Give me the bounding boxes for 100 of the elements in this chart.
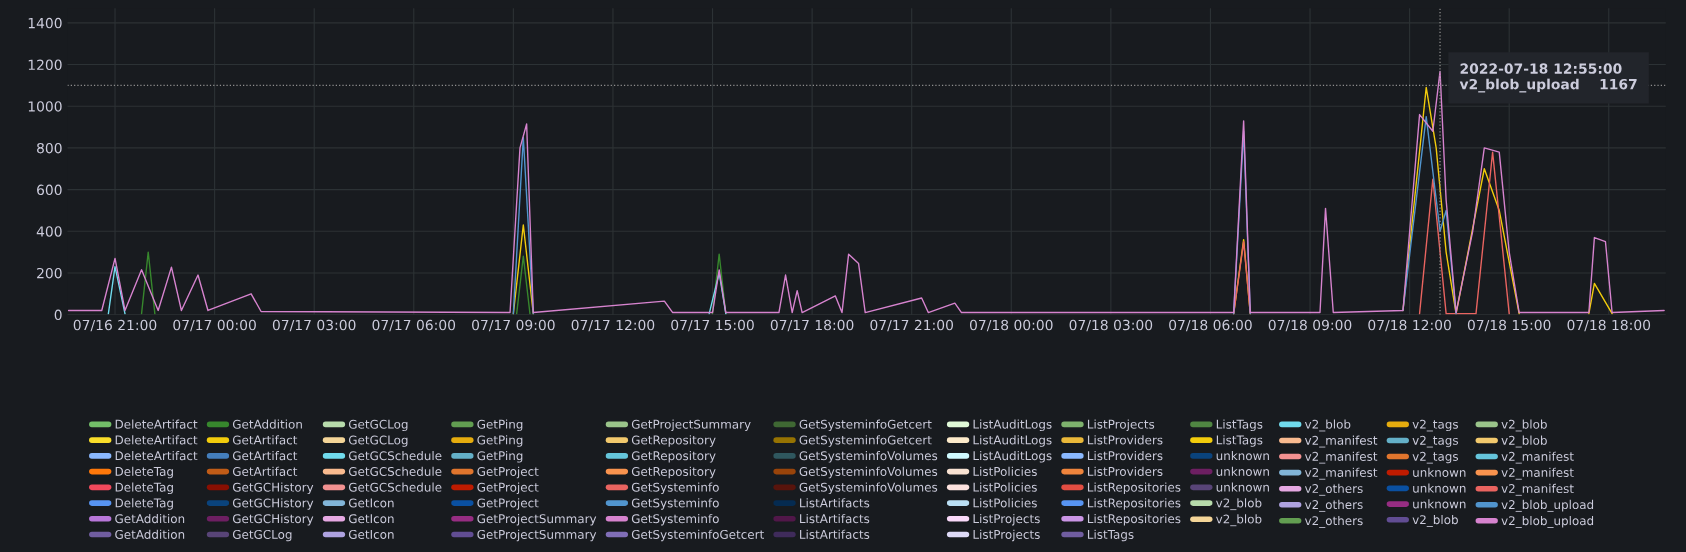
legend-label: GetArtifact	[232, 466, 298, 476]
legend-label: v2_others	[1304, 515, 1363, 528]
legend-label: GetAddition	[115, 529, 185, 539]
legend-label: GetProjectSummary	[477, 513, 597, 526]
legend-label: v2_tags	[1412, 451, 1459, 464]
x-tick-label: 07/17 00:00	[173, 319, 256, 332]
legend-label: GetAddition	[115, 513, 185, 524]
legend-label: GetProjectSummary	[477, 529, 597, 542]
legend-label: GetRepository	[631, 466, 716, 479]
legend-label: GetArtifact	[232, 450, 298, 461]
legend-label: v2_blob_upload	[1501, 499, 1594, 512]
y-tick-label: 800	[37, 142, 62, 154]
x-tick-label: 07/18 12:00	[1368, 319, 1451, 332]
legend-label: GetIcon	[348, 498, 394, 508]
y-tick-label: 1400	[28, 17, 62, 29]
legend-label: unknown	[1216, 466, 1269, 476]
legend-label: v2_others	[1304, 499, 1363, 512]
legend-label: DeleteTag	[115, 498, 173, 510]
y-tick-label: 200	[37, 267, 62, 279]
legend-label: GetAddition	[232, 419, 302, 429]
legend-label: v2_manifest	[1304, 451, 1378, 464]
legend-label: ListProviders	[1087, 466, 1163, 476]
legend-label: GetSysteminfoVolumes	[799, 466, 938, 479]
legend-label: GetProject	[477, 498, 539, 510]
legend-label: ListRepositories	[1087, 513, 1181, 526]
legend-label: GetSysteminfo	[631, 482, 719, 495]
legend-label: v2_manifest	[1501, 467, 1574, 480]
legend-label: unknown	[1413, 467, 1466, 477]
x-tick-label: 07/18 09:00	[1268, 319, 1352, 332]
legend-label: v2_blob	[1412, 514, 1458, 527]
legend-label: GetProject	[477, 482, 539, 495]
legend-label: v2_tags	[1412, 435, 1459, 448]
legend-label: unknown	[1216, 482, 1269, 492]
legend-label: unknown	[1216, 450, 1269, 461]
legend-label: ListArtifacts	[800, 498, 870, 508]
legend-label: GetSysteminfo	[631, 513, 719, 526]
legend-label: v2_blob	[1501, 435, 1547, 448]
legend-label: v2_blob_upload	[1501, 515, 1594, 528]
y-tick-label: 600	[37, 184, 62, 196]
legend-label: GetGCHistory	[232, 482, 314, 495]
x-tick-label: 07/17 15:00	[671, 319, 754, 332]
y-tick-label: 1200	[28, 59, 62, 71]
legend-label: GetSysteminfoGetcert	[799, 435, 932, 447]
legend-label: v2_manifest	[1304, 435, 1378, 448]
legend-label: ListPolicies	[973, 498, 1037, 508]
x-tick-label: 07/18 00:00	[969, 319, 1053, 332]
legend-label: GetProject	[477, 466, 539, 479]
legend-label: v2_blob	[1216, 498, 1262, 511]
legend-label: GetGCLog	[232, 529, 292, 542]
y-tick-label: 400	[36, 226, 62, 237]
x-tick-label: 07/18 15:00	[1467, 319, 1551, 332]
legend-label: GetGCHistory	[232, 513, 314, 526]
legend-label: ListArtifacts	[800, 529, 870, 539]
legend-label: ListAuditLogs	[973, 419, 1052, 432]
legend-label: ListTags	[1087, 529, 1134, 542]
y-tick-label: 1000	[28, 101, 62, 112]
legend-label: unknown	[1413, 483, 1466, 493]
x-tick-label: 07/17 03:00	[272, 319, 356, 332]
x-tick-label: 07/18 18:00	[1567, 319, 1651, 332]
x-tick-label: 07/18 03:00	[1069, 319, 1153, 332]
legend-label: GetSysteminfoVolumes	[799, 482, 938, 495]
legend-label: GetGCHistory	[232, 498, 314, 510]
legend-label: v2_manifest	[1304, 467, 1378, 480]
legend-label: GetArtifact	[232, 435, 298, 445]
legend-label: ListProviders	[1087, 450, 1163, 461]
legend-label: ListRepositories	[1087, 482, 1181, 495]
legend-label: ListProjects	[973, 513, 1040, 526]
x-tick-label: 07/17 12:00	[571, 319, 655, 332]
legend-label: ListPolicies	[973, 466, 1037, 476]
legend-label: GetPing	[477, 419, 523, 432]
legend-label: GetGCLog	[348, 419, 408, 432]
legend-label: DeleteArtifact	[115, 435, 198, 445]
legend-label: DeleteArtifact	[115, 419, 198, 429]
x-tick-label: 07/18 06:00	[1169, 319, 1252, 332]
legend-label: v2_blob	[1304, 419, 1351, 432]
x-tick-label: 07/17 21:00	[870, 319, 953, 332]
legend-label: v2_blob	[1501, 419, 1547, 432]
legend-label: GetSysteminfoVolumes	[799, 450, 938, 463]
legend-label: ListPolicies	[973, 482, 1037, 492]
legend-label: v2_blob	[1216, 514, 1262, 527]
x-tick-label: 07/17 18:00	[770, 319, 854, 332]
legend-label: GetIcon	[348, 514, 394, 524]
legend-label: GetSysteminfo	[631, 498, 719, 510]
legend-label: ListProjects	[973, 529, 1040, 542]
legend-label: ListProjects	[1087, 419, 1155, 432]
legend-label: ListRepositories	[1087, 498, 1181, 510]
legend-label: v2_others	[1304, 483, 1363, 496]
legend-label: GetPing	[477, 450, 523, 463]
legend-label: ListArtifacts	[800, 513, 870, 524]
legend-label: ListAuditLogs	[973, 450, 1052, 463]
legend-label: GetRepository	[631, 450, 716, 463]
legend-label: GetIcon	[348, 529, 394, 539]
legend-label: GetPing	[477, 435, 523, 447]
legend-label: ListAuditLogs	[973, 435, 1052, 447]
x-tick-label: 07/17 06:00	[372, 319, 456, 332]
legend-label: ListProviders	[1087, 435, 1163, 445]
legend-label: GetGCLog	[348, 435, 408, 447]
legend-label: DeleteArtifact	[115, 450, 198, 461]
legend-label: GetRepository	[631, 435, 716, 447]
legend-label: DeleteTag	[115, 466, 173, 479]
